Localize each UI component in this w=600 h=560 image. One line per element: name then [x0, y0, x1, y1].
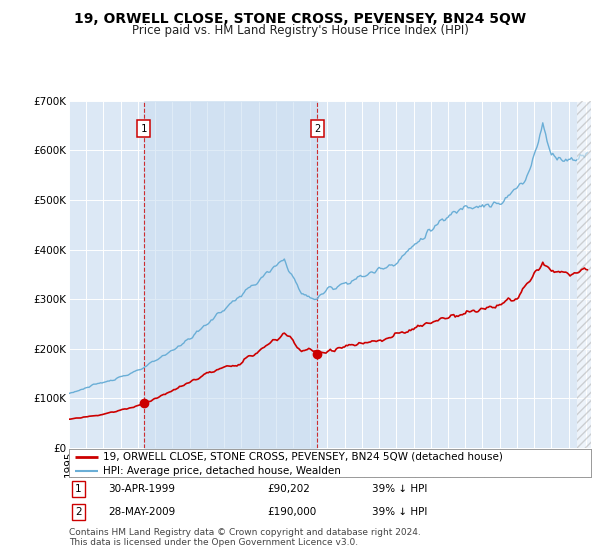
Text: £190,000: £190,000	[268, 507, 317, 517]
Text: Contains HM Land Registry data © Crown copyright and database right 2024.
This d: Contains HM Land Registry data © Crown c…	[69, 528, 421, 547]
Text: 1: 1	[140, 124, 147, 134]
Text: 2: 2	[75, 507, 82, 517]
Text: 2: 2	[314, 124, 320, 134]
Bar	[577, 101, 591, 448]
Text: 19, ORWELL CLOSE, STONE CROSS, PEVENSEY, BN24 5QW (detached house): 19, ORWELL CLOSE, STONE CROSS, PEVENSEY,…	[103, 452, 503, 462]
Text: 28-MAY-2009: 28-MAY-2009	[108, 507, 175, 517]
Text: 39% ↓ HPI: 39% ↓ HPI	[372, 507, 427, 517]
Text: HPI: Average price, detached house, Wealden: HPI: Average price, detached house, Weal…	[103, 466, 341, 476]
Text: 1: 1	[75, 484, 82, 494]
Text: Price paid vs. HM Land Registry's House Price Index (HPI): Price paid vs. HM Land Registry's House …	[131, 24, 469, 36]
Text: 30-APR-1999: 30-APR-1999	[108, 484, 175, 494]
Text: 39% ↓ HPI: 39% ↓ HPI	[372, 484, 427, 494]
Text: £90,202: £90,202	[268, 484, 310, 494]
Text: 19, ORWELL CLOSE, STONE CROSS, PEVENSEY, BN24 5QW: 19, ORWELL CLOSE, STONE CROSS, PEVENSEY,…	[74, 12, 526, 26]
